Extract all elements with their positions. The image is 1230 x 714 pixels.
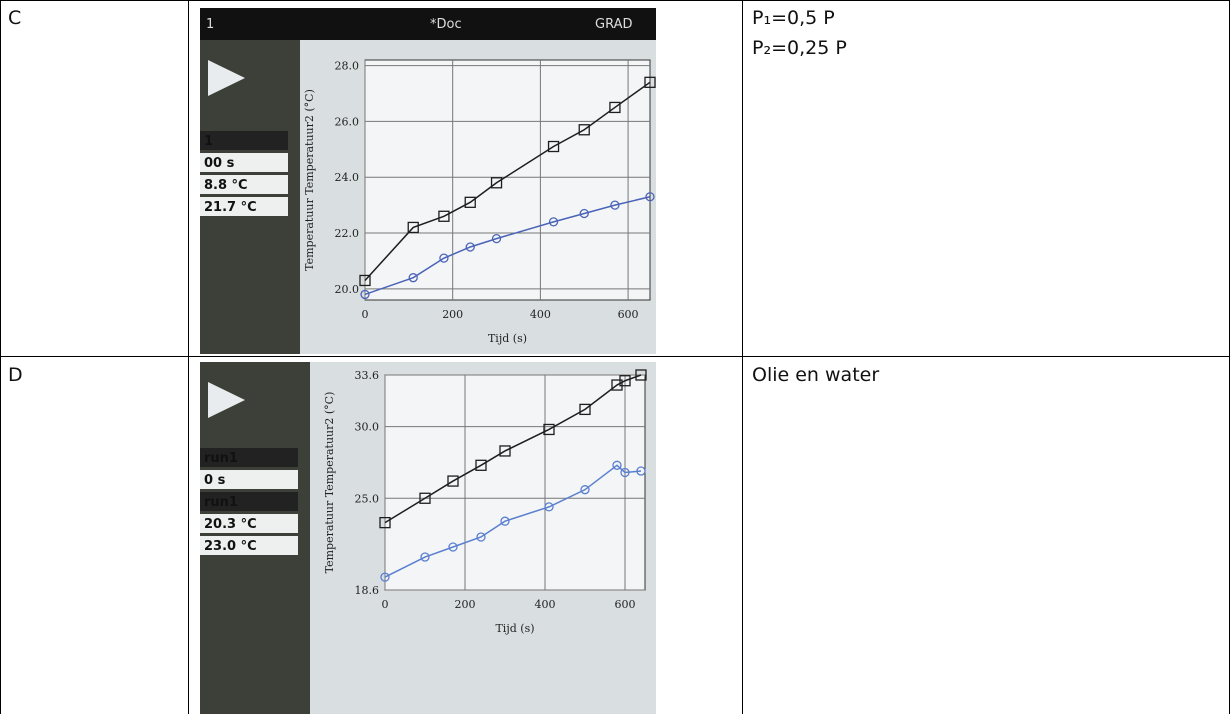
y-tick-label: 24.0	[335, 171, 360, 184]
sidebar-text: 8.8 °C	[204, 178, 248, 193]
y-tick-label: 18.6	[355, 584, 380, 597]
sidebar-text: 1	[204, 134, 213, 149]
sidebar-text: run1	[204, 495, 238, 510]
data-marker	[359, 274, 371, 287]
x-tick-label: 200	[455, 598, 476, 611]
y-axis-label: Temperatuur Temperatuur2 (°C)	[303, 89, 316, 271]
data-marker	[490, 177, 503, 189]
data-marker	[380, 572, 390, 582]
data-marker	[609, 101, 621, 114]
data-marker	[611, 379, 623, 391]
sidebar-field	[200, 197, 288, 216]
calculator-screen: 1 *Doc GRAD 1 00 s 8.8 °C 21.7 °C 0 200 400 600 20.…	[200, 8, 656, 354]
data-marker	[580, 485, 590, 495]
x-tick-label: 400	[535, 598, 556, 611]
play-button	[208, 60, 245, 96]
data-marker	[439, 253, 449, 263]
data-marker	[360, 289, 370, 300]
y-tick-label: 22.0	[335, 227, 360, 240]
sidebar-text: 20.3 °C	[204, 517, 257, 532]
y-axis-label: Temperatuur Temperatuur2 (°C)	[323, 392, 336, 574]
top-bar-text: GRAD	[595, 17, 632, 32]
data-marker	[636, 466, 646, 476]
sidebar-text: 23.0 °C	[204, 539, 257, 554]
sidebar-field	[200, 492, 298, 511]
data-marker	[499, 445, 511, 457]
data-marker	[465, 242, 475, 252]
x-tick-label: 600	[615, 598, 636, 611]
y-tick-label: 30.0	[355, 421, 380, 434]
data-marker	[619, 375, 631, 387]
data-marker	[475, 459, 487, 471]
y-tick-label: 28.0	[335, 60, 360, 73]
row-label: C	[8, 7, 21, 29]
data-marker	[407, 221, 419, 234]
data-marker	[420, 552, 430, 562]
data-marker	[544, 502, 554, 512]
x-tick-label: 200	[442, 308, 463, 321]
row-label: D	[8, 364, 23, 386]
note: P₁=0,5 P	[752, 7, 835, 29]
plot-area	[364, 59, 651, 301]
sidebar-field	[200, 153, 288, 172]
sidebar-field	[200, 448, 298, 467]
data-marker	[579, 403, 591, 416]
data-line	[384, 464, 642, 578]
data-marker	[548, 217, 559, 227]
data-marker	[500, 516, 510, 526]
y-tick-label: 26.0	[335, 115, 360, 128]
sidebar-field	[200, 514, 298, 533]
data-marker	[612, 460, 622, 470]
y-tick-label: 25.0	[355, 492, 380, 505]
sidebar-field	[200, 175, 288, 194]
data-line	[364, 196, 651, 296]
sidebar-text: 0 s	[204, 473, 226, 488]
data-marker	[408, 273, 418, 283]
data-marker	[543, 423, 555, 436]
data-marker	[620, 467, 630, 478]
top-bar-text: 1	[206, 17, 214, 32]
top-bar-text: *Doc	[430, 17, 462, 32]
data-marker	[644, 76, 656, 88]
y-tick-label: 33.6	[355, 369, 380, 382]
x-axis-label: Tijd (s)	[495, 622, 534, 635]
x-tick-label: 0	[382, 598, 389, 611]
top-bar	[200, 8, 656, 40]
sidebar-text: 00 s	[204, 156, 235, 171]
note: P₂=0,25 P	[752, 37, 847, 59]
note: Olie en water	[752, 364, 879, 386]
data-marker	[547, 140, 560, 153]
y-tick-label: 20.0	[335, 283, 360, 296]
data-line	[364, 81, 651, 281]
data-marker	[438, 210, 450, 222]
data-marker	[635, 369, 647, 381]
x-tick-label: 400	[530, 308, 551, 321]
sidebar-field	[200, 536, 298, 555]
sidebar-text: run1	[204, 451, 238, 466]
data-marker	[419, 492, 431, 504]
data-marker	[448, 542, 458, 552]
x-tick-label: 600	[618, 308, 639, 321]
x-axis-label: Tijd (s)	[488, 332, 527, 345]
data-marker	[379, 516, 391, 529]
sidebar-text: 21.7 °C	[204, 200, 257, 215]
data-marker	[579, 208, 589, 219]
calculator-screen: run1 0 s run1 20.3 °C 23.0 °C 0 200 400 600 18.6 2…	[200, 362, 656, 714]
data-line	[384, 374, 642, 524]
data-marker	[464, 196, 476, 208]
sidebar-field	[200, 131, 288, 150]
play-button	[208, 382, 245, 418]
data-marker	[476, 532, 486, 542]
data-marker	[610, 200, 620, 210]
data-marker	[645, 192, 655, 202]
data-marker	[447, 475, 459, 487]
data-marker	[578, 124, 590, 136]
data-marker	[491, 233, 502, 244]
sidebar-field	[200, 470, 298, 489]
x-tick-label: 0	[362, 308, 369, 321]
